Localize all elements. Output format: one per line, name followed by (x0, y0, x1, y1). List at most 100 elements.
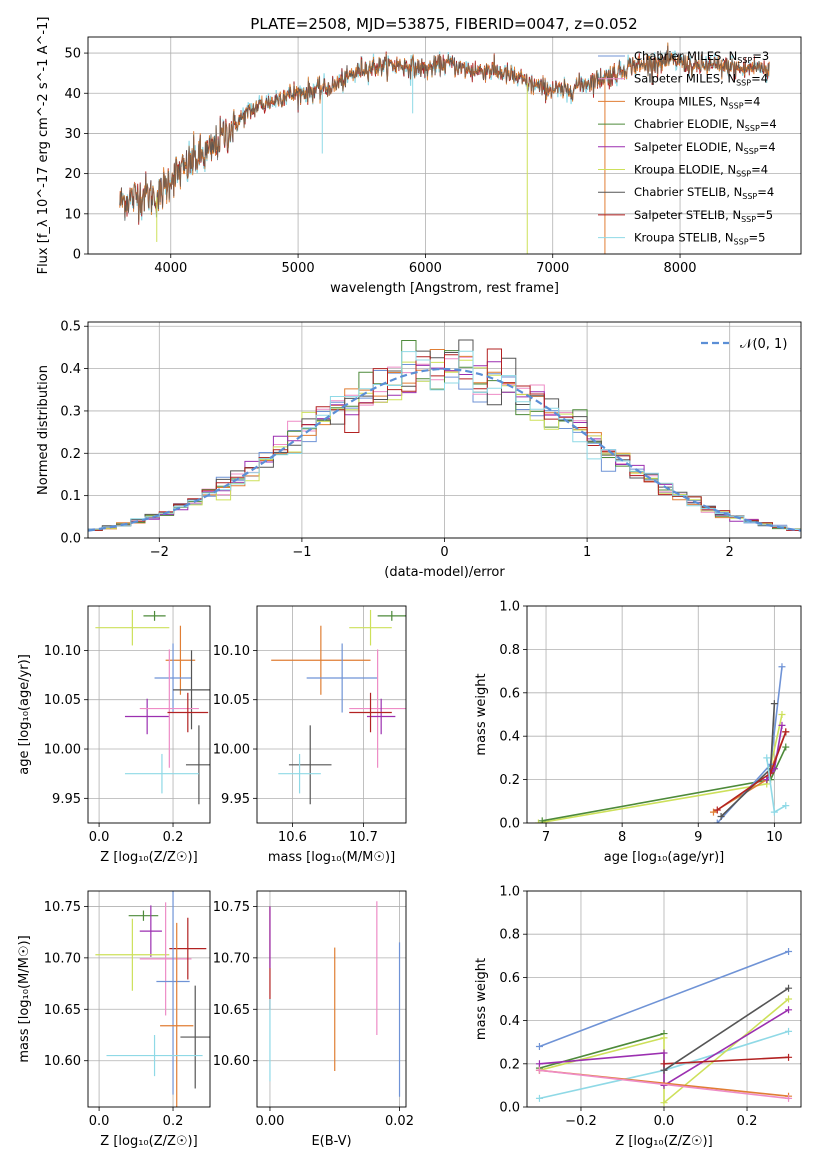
weight_vs_Z-y-tick-label: 0.8 (499, 928, 520, 943)
legend-sub: SSP (734, 238, 749, 247)
spectrum-legend-label: Salpeter ELODIE, NSSP=4 (634, 140, 776, 156)
residuals-x-tick-label: 2 (726, 545, 734, 560)
legend-name: Salpeter MILES, N (634, 72, 736, 86)
age_vs_Z-xlabel: Z [log₁₀(Z/Z☉)] (100, 850, 197, 865)
spectrum-x-tick-label: 4000 (154, 261, 187, 276)
weight_vs_Z-series-line (539, 1069, 789, 1100)
weight_vs_Z-marker (785, 995, 793, 1003)
residuals-y-tick-label: 0.1 (60, 489, 81, 504)
weight_vs_Z-marker (785, 984, 793, 992)
spectrum-panel: 4000 5000 6000 7000 8000 0 10 20 30 40 50 wavelengt… (36, 17, 802, 296)
mass_vs_ebv-grid (257, 891, 406, 1107)
weight_vs_Z-ylabel: mass weight (474, 958, 489, 1040)
spectrum-legend-label: Kroupa STELIB, NSSP=5 (634, 231, 765, 247)
residuals-ylabel: Normed distribution (36, 365, 51, 495)
residual-histogram (88, 350, 801, 530)
residuals-x-tick-label: −1 (292, 545, 311, 560)
weight_vs_Z-marker (660, 1060, 668, 1068)
spectrum-x-tick-label: 7000 (536, 261, 569, 276)
weight_vs_age-x-tick-label: 9 (694, 830, 702, 845)
age_vs_mass-xlabel: mass [log₁₀(M/M☉)] (268, 850, 395, 865)
age_vs_Z-grid (88, 606, 210, 823)
mass_vs_ebv-xlabel: E(B-V) (311, 1134, 351, 1149)
residuals-x-tick-label: −2 (150, 545, 169, 560)
weight_vs_age-frame (526, 605, 802, 824)
legend-name: Chabrier STELIB, N (634, 185, 742, 199)
age_vs_Z-plot-area (95, 609, 210, 805)
age_vs_Z-y-tick-label: 10.00 (44, 743, 81, 758)
weight_vs_age-marker (778, 711, 786, 718)
weight_vs_age-marker (782, 743, 790, 751)
mass_vs_Z-x-tick-label: 0.0 (89, 1114, 110, 1129)
weight_vs_Z-marker (660, 1049, 668, 1057)
spectrum-ylabel: Flux [f_λ 10^-17 erg cm^-2 s^-1 A^-1] (36, 17, 51, 275)
age_vs_Z-y-tick-label: 9.95 (52, 792, 81, 807)
age_vs_Z-frame (87, 605, 211, 824)
spectrum-legend-label: Salpeter STELIB, NSSP=5 (634, 208, 773, 224)
age_vs_Z-x-tick-label: 0.2 (163, 830, 184, 845)
weight_vs_age-marker (763, 754, 771, 762)
mass_vs_Z-y-tick-label: 10.70 (44, 951, 81, 966)
residuals-plot-area (88, 339, 801, 532)
weight_vs_Z-x-tick-label: 0.0 (654, 1114, 675, 1129)
age_vs_Z-y-tick-label: 10.10 (44, 644, 81, 659)
spectrum-legend-label: Chabrier ELODIE, NSSP=4 (634, 117, 777, 133)
weight_vs_age-xlabel: age [log₁₀(age/yr)] (604, 850, 725, 865)
legend-suffix: =5 (756, 208, 773, 222)
residuals-y-tick-label: 0.4 (60, 362, 81, 377)
weight_vs_age-plot-area (534, 663, 790, 823)
age_vs_mass-plot-area (271, 609, 406, 805)
spectrum-xlabel: wavelength [Angstrom, rest frame] (330, 281, 559, 296)
residuals-x-tick-label: 0 (440, 545, 448, 560)
weight_vs_age-y-tick-label: 1.0 (499, 600, 520, 615)
weight_vs_Z-x-tick-label: 0.2 (737, 1114, 758, 1129)
residual-histogram (88, 348, 801, 531)
spectrum-x-tick-label: 5000 (282, 261, 315, 276)
weight_vs_Z-series-line (663, 1056, 789, 1065)
weight_vs_Z-marker (785, 947, 793, 955)
spectrum-legend-label: Kroupa ELODIE, NSSP=4 (634, 163, 768, 179)
weight_vs_Z-marker (535, 1043, 543, 1051)
legend-name: Kroupa STELIB, N (634, 231, 734, 245)
residuals-y-tick-label: 0.3 (60, 404, 81, 419)
legend-name: Salpeter ELODIE, N (634, 140, 744, 154)
spectrum-frame (87, 36, 802, 255)
spectrum-y-tick-label: 20 (64, 167, 81, 182)
weight_vs_Z-xlabel: Z [log₁₀(Z/Z☉)] (615, 1134, 712, 1149)
residuals-x-tick-label: 1 (583, 545, 591, 560)
mass_vs_ebv-plot-area (269, 901, 401, 1097)
weight_vs_age-marker (778, 721, 786, 729)
spectrum-data-line (119, 45, 770, 223)
age_vs_mass-x-tick-label: 10.7 (349, 830, 378, 845)
weight_vs_age-marker (713, 806, 721, 814)
weight_vs_age-panel: 7 8 9 10 0.0 0.2 0.4 0.6 0.8 1.0 age [log₁₀(age/yr… (474, 600, 802, 865)
mass_vs_Z-frame (87, 890, 211, 1108)
mass_vs_Z-plot-area (95, 891, 210, 1107)
residuals-y-tick-label: 0.5 (60, 320, 81, 335)
mass_vs_Z-x-tick-label: 0.2 (163, 1114, 184, 1129)
spectrum-legend-label: Chabrier MILES, NSSP=3 (634, 49, 769, 65)
legend-suffix: =4 (744, 94, 761, 108)
weight_vs_age-marker (782, 802, 790, 810)
mass_vs_Z-xlabel: Z [log₁₀(Z/Z☉)] (100, 1134, 197, 1149)
legend-suffix: =5 (749, 231, 766, 245)
residuals-xlabel: (data-model)/error (384, 565, 505, 580)
weight_vs_age-series-line (538, 714, 783, 823)
weight_vs_age-series-line (542, 746, 787, 822)
residuals-frame (87, 321, 802, 539)
weight_vs_Z-frame (526, 890, 802, 1108)
residuals-y-tick-label: 0.0 (60, 532, 81, 547)
legend-name: Chabrier MILES, N (634, 49, 737, 63)
spectrum-y-tick-label: 50 (64, 47, 81, 62)
legend-suffix: =4 (751, 72, 768, 86)
spectrum-y-tick-label: 10 (64, 207, 81, 222)
weight_vs_age-x-tick-label: 8 (618, 830, 626, 845)
weight_vs_Z-y-tick-label: 0.2 (499, 1057, 520, 1072)
age_vs_mass-frame (256, 605, 407, 824)
weight_vs_Z-marker (660, 1099, 668, 1107)
weight_vs_age-y-tick-label: 0.2 (499, 773, 520, 788)
mass_vs_Z-y-tick-label: 10.65 (44, 1003, 81, 1018)
weight_vs_Z-marker (785, 1027, 793, 1035)
weight_vs_Z-marker (535, 1066, 543, 1074)
